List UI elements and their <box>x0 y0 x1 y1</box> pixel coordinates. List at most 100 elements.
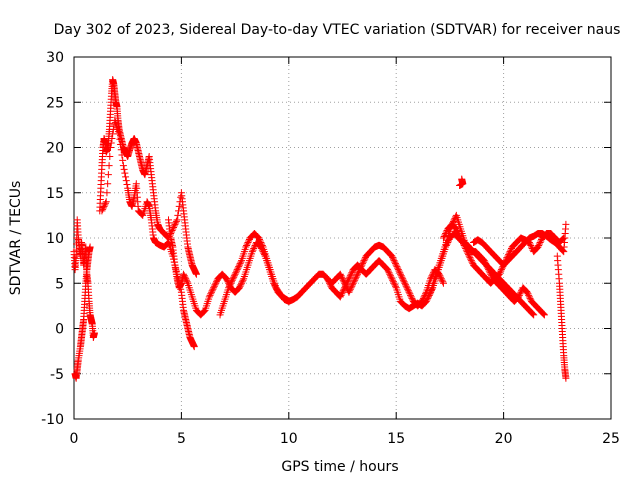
data-point <box>526 294 534 302</box>
data-point <box>212 278 220 286</box>
data-point <box>346 273 354 281</box>
y-tick-label: -5 <box>50 367 64 383</box>
data-point <box>402 282 410 290</box>
data-point <box>338 273 346 281</box>
data-point <box>361 255 369 263</box>
data-point <box>235 263 243 271</box>
data-point <box>391 282 399 290</box>
data-point <box>558 246 566 254</box>
data-point <box>339 287 347 295</box>
data-point <box>394 266 402 274</box>
data-point <box>389 254 397 262</box>
data-point <box>117 140 125 148</box>
data-point <box>523 288 531 296</box>
data-point <box>457 234 465 242</box>
data-point <box>539 309 547 317</box>
data-point <box>343 279 351 287</box>
data-point <box>485 267 493 275</box>
data-point <box>393 263 401 271</box>
data-point <box>107 144 115 151</box>
data-point <box>353 272 361 280</box>
data-point <box>346 287 354 295</box>
data-point <box>401 279 409 287</box>
data-point <box>345 275 353 283</box>
data-point <box>255 236 263 244</box>
data-point <box>104 180 112 188</box>
data-point <box>345 288 353 296</box>
x-tick-label: 0 <box>70 431 79 447</box>
data-point <box>428 285 436 293</box>
data-point <box>99 205 107 213</box>
data-point <box>427 288 435 296</box>
data-point <box>460 240 468 248</box>
data-point <box>392 261 400 269</box>
data-point <box>394 264 402 272</box>
data-point <box>486 269 494 277</box>
data-point <box>237 281 245 289</box>
data-point <box>442 228 450 236</box>
data-point <box>326 279 334 287</box>
data-point <box>528 243 536 251</box>
data-point <box>173 216 181 224</box>
data-point <box>360 257 368 265</box>
data-point <box>354 269 362 277</box>
data-point <box>242 243 250 251</box>
data-point <box>396 270 404 278</box>
data-point <box>255 234 263 242</box>
data-point <box>177 193 185 201</box>
x-axis: 0 5 10 15 20 25 <box>70 57 620 447</box>
data-point <box>439 278 447 286</box>
data-point <box>527 242 535 250</box>
data-point <box>342 281 350 289</box>
data-point <box>116 135 124 143</box>
data-point <box>465 251 473 259</box>
data-point <box>438 276 446 284</box>
data-point <box>481 258 489 266</box>
data-point <box>172 219 180 227</box>
data-point <box>424 293 432 301</box>
data-point <box>107 139 115 147</box>
data-point <box>170 223 178 231</box>
data-point <box>462 245 470 253</box>
data-point <box>460 242 468 250</box>
data-point <box>164 239 172 247</box>
y-axis-label: SDTVAR / TECUs <box>8 181 24 296</box>
x-axis-label: GPS time / hours <box>281 459 398 475</box>
data-point <box>175 202 183 210</box>
data-point <box>244 239 252 247</box>
data-point <box>389 255 397 263</box>
data-point <box>346 272 354 280</box>
data-point <box>540 311 548 319</box>
data-point <box>458 237 466 245</box>
data-point <box>200 308 208 316</box>
data-point <box>346 285 354 293</box>
data-point <box>354 270 362 278</box>
data-point <box>497 267 505 275</box>
data-point <box>230 273 238 281</box>
data-point <box>118 151 126 159</box>
data-point <box>90 329 98 337</box>
data-point <box>384 267 392 275</box>
data-point <box>516 290 524 298</box>
data-point <box>182 276 190 284</box>
data-point <box>238 279 246 287</box>
data-point <box>326 281 334 289</box>
data-point <box>207 288 215 296</box>
data-point <box>324 276 332 284</box>
data-point <box>452 225 460 233</box>
data-point <box>424 294 432 302</box>
data-point <box>467 255 475 263</box>
data-point <box>86 243 94 251</box>
data-point <box>210 282 218 290</box>
data-point <box>559 235 567 243</box>
data-point <box>323 275 331 283</box>
data-point <box>388 252 396 260</box>
data-point <box>119 162 127 170</box>
data-points <box>70 76 570 382</box>
data-point <box>463 248 471 256</box>
data-point <box>400 278 408 286</box>
data-point <box>442 243 450 251</box>
data-point <box>209 285 217 293</box>
data-point <box>466 254 474 262</box>
data-point <box>391 281 399 289</box>
